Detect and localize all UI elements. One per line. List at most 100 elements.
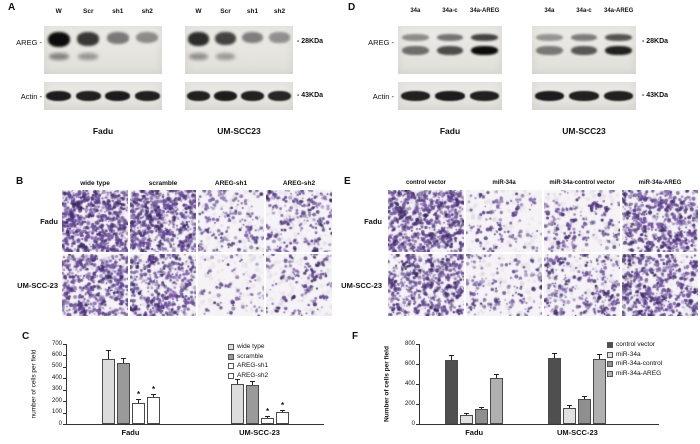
areg-band-upper [436, 34, 464, 41]
actin-band [75, 91, 101, 101]
y-axis-label: number of cells per field [30, 349, 38, 419]
lane-label-D-34a-AREG: 34a-AREG [469, 8, 500, 14]
areg-band [77, 32, 100, 46]
transwell-image-B-Fadu-AREG-sh2 [266, 190, 332, 252]
error-bar-line [137, 398, 139, 403]
areg-blot-A-UM-SCC23 [185, 26, 293, 74]
legend-swatch-scramble [228, 353, 234, 360]
error-bar-line [122, 358, 124, 364]
legend-swatch-miR-34a-AREG [607, 370, 613, 377]
transwell-image-E-Fadu-miR-34a [466, 190, 542, 252]
row-label-E-UM-SCC-23: UM-SCC-23 [341, 281, 382, 290]
lane-label-A-sh2: sh2 [273, 8, 286, 15]
legend-swatch-miR-34a-control [607, 361, 613, 367]
error-bar-cap [552, 352, 558, 354]
transwell-image-B-Fadu-wide type [62, 190, 128, 252]
column-header-scramble: scramble [148, 180, 178, 187]
actin-blot-D-UM-SCC23 [532, 82, 636, 110]
transwell-image-B-Fadu-AREG-sh1 [198, 190, 264, 252]
error-bar-cap [464, 412, 470, 414]
column-header-control vector: control vector [405, 180, 446, 186]
transwell-image-E-UM-SCC-23-miR-34a-AREG [622, 254, 698, 316]
actin-band [470, 91, 500, 101]
y-tick-label: 500 [51, 363, 62, 370]
transwell-image-B-UM-SCC-23-AREG-sh2 [266, 254, 332, 316]
y-tick-mark [63, 389, 66, 391]
error-bar-cap [264, 416, 270, 417]
x-category-label: Fadu [465, 428, 484, 437]
areg-blot-D-UM-SCC23 [532, 26, 636, 74]
error-bar-cap [479, 406, 485, 408]
y-tick-label: 600 [51, 351, 62, 358]
y-tick-label: 100 [51, 409, 62, 416]
x-axis-line [419, 424, 659, 425]
actin-band [46, 91, 72, 101]
error-bar-line [584, 396, 586, 399]
areg-band-upper [402, 34, 429, 41]
areg-smear-band [48, 53, 69, 60]
panel-a-fadu-caption: Fadu [92, 126, 114, 136]
legend-label-miR-34a-control: miR-34a-control [616, 360, 663, 367]
y-tick-label: 800 [404, 340, 415, 347]
transwell-image-E-UM-SCC-23-miR-34a-control vector [544, 254, 620, 316]
areg-band [215, 32, 236, 46]
bar-Fadu-scramble [116, 363, 130, 424]
panel-b-label: B [16, 176, 24, 187]
y-tick-label: 700 [51, 340, 62, 347]
y-tick-label: 300 [51, 386, 62, 393]
y-axis-label: Number of cells per field [383, 346, 391, 422]
legend-label-miR-34a-AREG: miR-34a-AREG [616, 369, 662, 377]
lane-label-A-Scr: Scr [220, 8, 231, 15]
bar-UM-SCC-23-wide type [230, 384, 244, 424]
bar-UM-SCC-23-AREG-sh1 [260, 417, 274, 424]
row-label-B-UM-SCC-23: UM-SCC-23 [17, 281, 58, 290]
error-bar-line [236, 378, 238, 384]
panel-d-marker-43kda: - 43KDa [642, 92, 669, 99]
transwell-image-B-UM-SCC-23-scramble [130, 254, 196, 316]
y-axis-line [66, 344, 67, 425]
y-tick-label: 200 [404, 400, 415, 407]
y-tick-mark [63, 401, 66, 403]
error-bar-line [466, 412, 468, 415]
significance-marker: * [151, 384, 156, 394]
actin-band [134, 91, 160, 101]
error-bar-cap [449, 354, 455, 356]
actin-band [604, 91, 634, 101]
y-axis-line [419, 344, 420, 425]
areg-band [106, 32, 129, 44]
error-bar-cap [150, 393, 156, 395]
y-tick-label: 0 [58, 420, 62, 427]
lane-label-A-sh1: sh1 [246, 8, 259, 15]
panel-d-umscc23-caption: UM-SCC23 [562, 126, 606, 136]
x-category-label: UM-SCC-23 [239, 428, 280, 437]
actin-band [569, 91, 599, 101]
error-bar-cap [249, 380, 255, 382]
areg-band-lower [436, 46, 464, 55]
error-bar-cap [234, 378, 240, 380]
error-bar-cap [582, 396, 588, 397]
legend-swatch-control vector [607, 342, 613, 348]
error-bar-line [569, 405, 571, 408]
bar-Fadu-control vector [445, 360, 459, 424]
panel-a-label: A [8, 2, 16, 13]
transwell-image-B-Fadu-scramble [130, 190, 196, 252]
actin-blot-A-UM-SCC23 [185, 82, 293, 110]
transwell-image-E-UM-SCC-23-miR-34a [466, 254, 542, 316]
error-bar-line [251, 380, 253, 385]
areg-band-upper [536, 34, 563, 41]
y-tick-mark [63, 366, 66, 368]
legend-label-wide type: wide type [237, 343, 265, 350]
lane-label-A-W: W [55, 8, 62, 15]
error-bar-line [281, 409, 283, 412]
x-category-label: Fadu [121, 428, 140, 437]
legend-label-control vector: control vector [616, 341, 656, 348]
areg-band-lower [471, 46, 498, 55]
areg-smear-band [216, 53, 235, 60]
bar-Fadu-AREG-sh2 [146, 397, 160, 424]
areg-smear-band [189, 53, 208, 60]
areg-band-lower [570, 46, 598, 55]
y-tick-mark [416, 384, 419, 385]
actin-band [268, 91, 291, 101]
lane-label-A-Scr: Scr [83, 8, 94, 15]
legend-swatch-miR-34a [607, 351, 613, 358]
